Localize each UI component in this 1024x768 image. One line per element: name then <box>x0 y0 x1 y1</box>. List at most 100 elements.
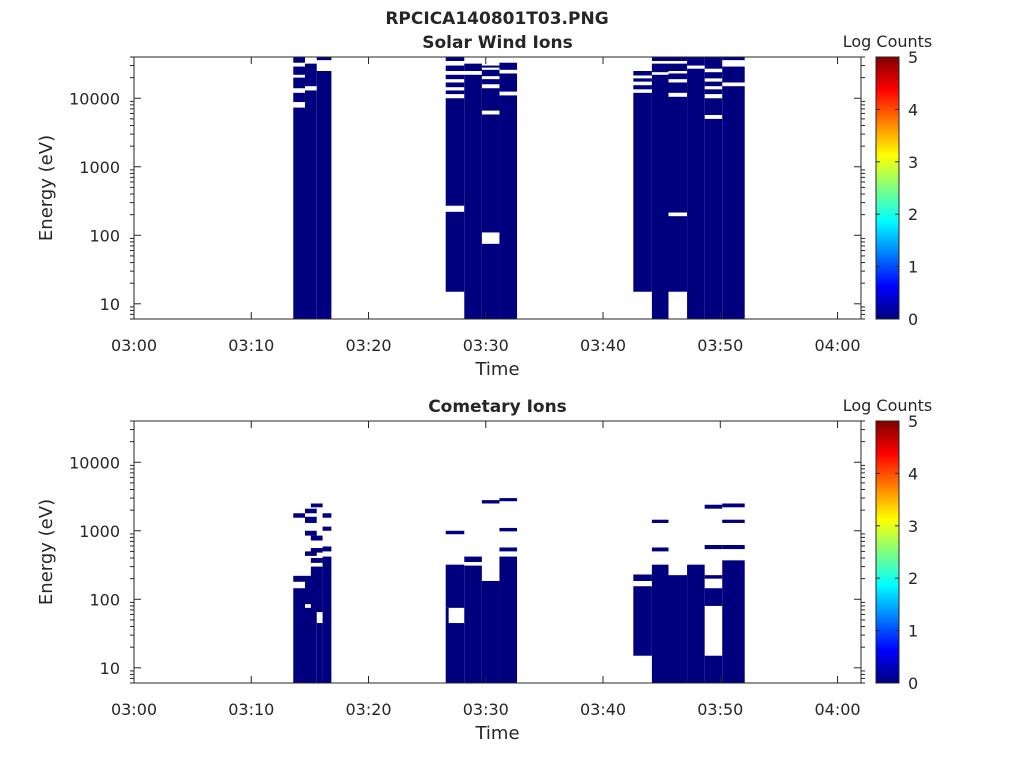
solar-wind-cell <box>464 74 482 319</box>
cometary-cell <box>722 503 745 508</box>
cometary-cell <box>499 498 518 502</box>
solar-wind-cell <box>668 96 688 213</box>
figure-title: RPCICA140801T03.PNG <box>385 9 608 29</box>
cometary-cell <box>464 556 482 563</box>
cometary-panel: 03:00 03:10 03:20 03:30 03:40 03:50 04:0010100… <box>36 396 932 744</box>
solar-wind-colorbar-tick-label: 2 <box>908 205 918 224</box>
cometary-x-tick-label: 04:00 <box>814 700 860 719</box>
solar-wind-cell <box>445 57 465 61</box>
solar-wind-cell <box>293 92 306 103</box>
solar-wind-colorbar-label: Log Counts <box>843 32 933 51</box>
cometary-cell <box>305 530 317 536</box>
solar-wind-y-tick-label: 10 <box>100 295 120 314</box>
cometary-cell <box>305 516 317 523</box>
cometary-x-tick-label: 03:50 <box>697 700 743 719</box>
solar-wind-cell <box>704 89 723 95</box>
solar-wind-cell <box>305 90 317 319</box>
solar-wind-x-tick-label: 03:20 <box>345 336 391 355</box>
cometary-colorbar-tick-label: 3 <box>908 517 918 536</box>
cometary-cell <box>322 556 332 683</box>
solar-wind-cell <box>481 69 500 77</box>
cometary-cell <box>651 547 669 552</box>
solar-wind-colorbar-tick-label: 4 <box>908 100 918 119</box>
solar-wind-y-label: Energy (eV) <box>36 135 57 241</box>
cometary-cell <box>722 544 745 550</box>
cometary-axes-box <box>133 420 862 684</box>
cometary-cell <box>293 575 306 582</box>
cometary-cell <box>316 623 323 683</box>
cometary-cell <box>481 500 500 504</box>
solar-wind-cell <box>293 77 306 89</box>
solar-wind-cell <box>687 68 705 319</box>
solar-wind-colorbar-tick-label: 1 <box>908 258 918 277</box>
solar-wind-cell <box>722 57 745 61</box>
cometary-cell <box>481 580 500 683</box>
cometary-cell <box>293 513 306 518</box>
cometary-cell <box>704 655 723 683</box>
solar-wind-x-tick-label: 03:30 <box>463 336 509 355</box>
solar-wind-colorbar-tick-label: 3 <box>908 153 918 172</box>
solar-wind-cell <box>481 88 500 111</box>
solar-wind-cell <box>445 90 465 95</box>
cometary-cell <box>668 575 688 683</box>
solar-wind-cell <box>704 81 723 87</box>
cometary-colorbar-label: Log Counts <box>843 396 933 415</box>
solar-wind-x-tick-label: 03:50 <box>697 336 743 355</box>
cometary-cell <box>464 565 482 683</box>
solar-wind-cell <box>305 63 317 87</box>
solar-wind-cell <box>445 211 465 292</box>
solar-wind-axes-box <box>133 56 862 320</box>
cometary-cell <box>499 547 518 552</box>
solar-wind-cell <box>293 107 306 320</box>
solar-wind-cell <box>464 63 482 71</box>
cometary-x-tick-label: 03:10 <box>228 700 274 719</box>
solar-wind-cell <box>651 63 669 73</box>
cometary-colorbar-tick-label: 2 <box>908 569 918 588</box>
solar-wind-cell <box>668 73 688 80</box>
solar-wind-cell <box>445 65 465 71</box>
cometary-cell <box>499 527 518 532</box>
cometary-cell <box>310 535 323 541</box>
cometary-colorbar-tick-label: 5 <box>908 412 918 431</box>
solar-wind-x-label: Time <box>474 359 519 380</box>
solar-wind-colorbar-tick-label: 5 <box>908 48 918 67</box>
solar-wind-colorbar-tick-label: 0 <box>908 310 918 329</box>
solar-wind-cell <box>668 57 688 61</box>
solar-wind-cell <box>481 243 500 319</box>
solar-wind-cell <box>704 118 723 319</box>
cometary-y-label: Energy (eV) <box>36 499 57 605</box>
solar-wind-cell <box>633 70 652 76</box>
solar-wind-cell <box>687 57 705 66</box>
cometary-x-label: Time <box>474 723 519 744</box>
cometary-cell <box>445 623 465 683</box>
cometary-colorbar <box>875 420 900 684</box>
cometary-x-tick-label: 03:20 <box>345 700 391 719</box>
cometary-cell <box>305 607 317 683</box>
solar-wind-cell <box>293 66 306 75</box>
solar-wind-y-tick-label: 1000 <box>79 158 120 177</box>
cometary-cell <box>687 564 705 683</box>
solar-wind-cell <box>481 114 500 233</box>
cometary-title: Cometary Ions <box>428 397 567 417</box>
solar-wind-cell <box>499 73 518 92</box>
cometary-cell <box>293 588 306 683</box>
solar-wind-cell <box>722 86 745 319</box>
cometary-cell <box>445 564 465 608</box>
cometary-cell <box>722 519 745 523</box>
solar-wind-cell <box>633 85 652 90</box>
cometary-cell <box>704 575 723 579</box>
solar-wind-cell <box>445 98 465 206</box>
solar-wind-panel: 03:00 03:10 03:20 03:30 03:40 03:50 04:0010100… <box>36 32 932 380</box>
cometary-cell <box>310 558 323 563</box>
solar-wind-cell <box>668 63 688 71</box>
cometary-cell <box>305 508 317 514</box>
solar-wind-spectrogram <box>293 57 745 320</box>
solar-wind-x-tick-label: 03:00 <box>111 336 157 355</box>
solar-wind-colorbar <box>875 56 900 320</box>
solar-wind-x-tick-label: 03:10 <box>228 336 274 355</box>
cometary-cell <box>704 504 723 509</box>
cometary-cell <box>704 588 723 606</box>
cometary-x-tick-label: 03:30 <box>463 700 509 719</box>
solar-wind-cell <box>633 92 652 292</box>
